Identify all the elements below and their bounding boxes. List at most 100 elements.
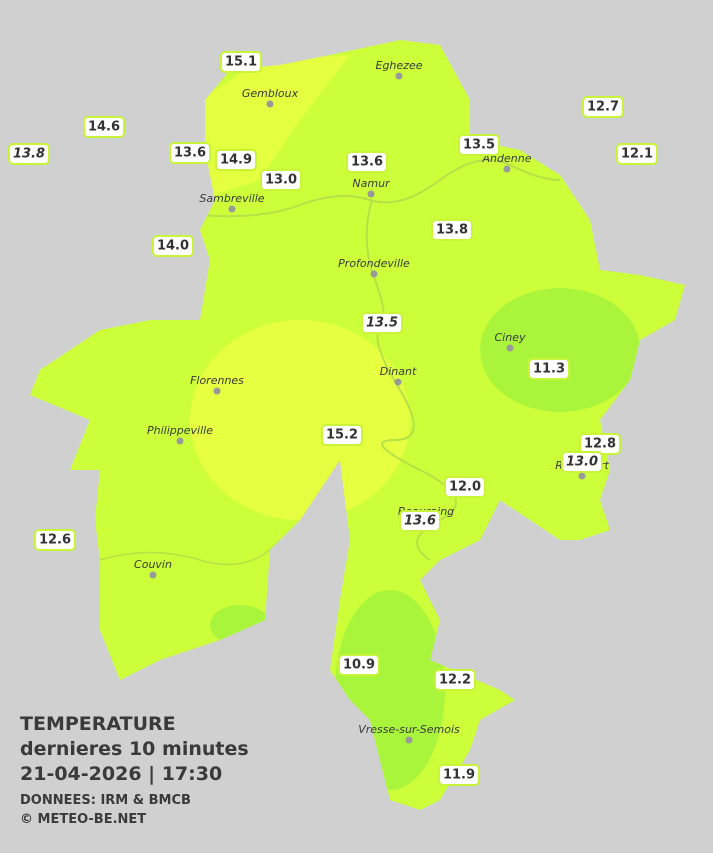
zone-cool [480,288,640,412]
caption-datetime: 21-04-2026 | 17:30 [20,763,222,785]
station: 12.7 [582,96,624,118]
station-value: 14.0 [157,239,189,254]
station: 15.1 [220,51,262,73]
city-label: Dinant [380,365,417,378]
caption: TEMPERATURE dernieres 10 minutes 21-04-2… [20,713,249,827]
city-dot [395,72,403,80]
station: 11.9 [438,764,480,786]
station: 12.0 [444,476,486,498]
caption-source: DONNEES: IRM & BMCB [20,793,191,808]
city-dot [506,344,514,352]
station-box [431,219,473,241]
city-dot [394,378,402,386]
station-box [438,764,480,786]
city-label: Couvin [134,558,172,571]
caption-subtitle: dernieres 10 minutes [20,738,249,760]
city-dot [228,205,236,213]
city-dot [503,165,511,173]
station: 14.0 [152,235,194,257]
river [199,159,561,218]
station: 13.5 [361,312,403,334]
city-label: Gembloux [242,87,299,100]
station-value: 13.5 [463,138,495,153]
city-label: Namur [352,177,391,190]
station-box [616,143,658,165]
station-value: 12.8 [584,437,616,452]
station-value: 13.8 [436,223,468,238]
stations: 15.1 14.6 13.8 13.6 14.9 13.0 13.6 13.5 12.7 12.1… [8,51,658,786]
station-value: 10.9 [343,658,375,673]
city-dot [405,736,413,744]
station-value: 13.0 [566,455,598,470]
station-box [561,451,603,473]
station: 12.8 [579,433,621,455]
station: 13.5 [458,134,500,156]
city-dot [578,472,586,480]
station: 13.6 [399,510,441,532]
station-box [220,51,262,73]
city-dot [176,437,184,445]
station-box [528,358,570,380]
station-value: 13.8 [13,147,45,162]
station: 14.6 [83,116,125,138]
city-label: Philippeville [147,424,213,437]
station-value: 14.9 [220,153,252,168]
station-box [434,669,476,691]
city-label: Vresse-sur-Semois [358,723,460,736]
station-box [458,134,500,156]
city-label: Florennes [190,374,244,387]
station-box [582,96,624,118]
station-box [361,312,403,334]
station: 12.1 [616,143,658,165]
zone-warm [190,320,410,520]
station-value: 12.2 [439,673,471,688]
station: 13.0 [561,451,603,473]
station-value: 13.6 [174,146,206,161]
station-box [338,654,380,676]
caption-copyright: © METEO-BE.NET [20,812,146,827]
city-label: Profondeville [338,257,410,270]
station-value: 13.6 [404,514,436,529]
river [365,199,457,561]
station-value: 13.6 [351,155,383,170]
caption-title: TEMPERATURE [20,713,176,735]
station-box [152,235,194,257]
station-value: 15.2 [326,428,358,443]
city-dot [149,571,157,579]
station: 14.9 [215,149,257,171]
city-dot [367,190,375,198]
station-box [260,169,302,191]
station-box [215,149,257,171]
station-value: 11.9 [443,768,475,783]
station-box [444,476,486,498]
station-box [321,424,363,446]
station-value: 12.7 [587,100,619,115]
station-box [399,510,441,532]
station: 11.3 [528,358,570,380]
station-value: 14.6 [88,120,120,135]
station: 15.2 [321,424,363,446]
station-value: 11.3 [533,362,565,377]
city-dot [213,387,221,395]
station: 12.2 [434,669,476,691]
station-box [34,529,76,551]
station-value: 13.5 [366,316,398,331]
station: 13.0 [260,169,302,191]
station-value: 12.0 [449,480,481,495]
station-value: 12.1 [621,147,653,162]
city-label: Ciney [495,331,526,344]
city-dot [370,270,378,278]
city-label: Eghezee [376,59,423,72]
station-value: 13.0 [265,173,297,188]
station-box [346,151,388,173]
station-box [83,116,125,138]
station: 10.9 [338,654,380,676]
city-label: Sambreville [199,192,264,205]
station: 13.8 [8,143,50,165]
cities: EghezeeGemblouxAndenneNamurSambrevillePr… [134,59,609,744]
station-value: 15.1 [225,55,257,70]
city-dot [266,100,274,108]
station: 13.8 [431,219,473,241]
